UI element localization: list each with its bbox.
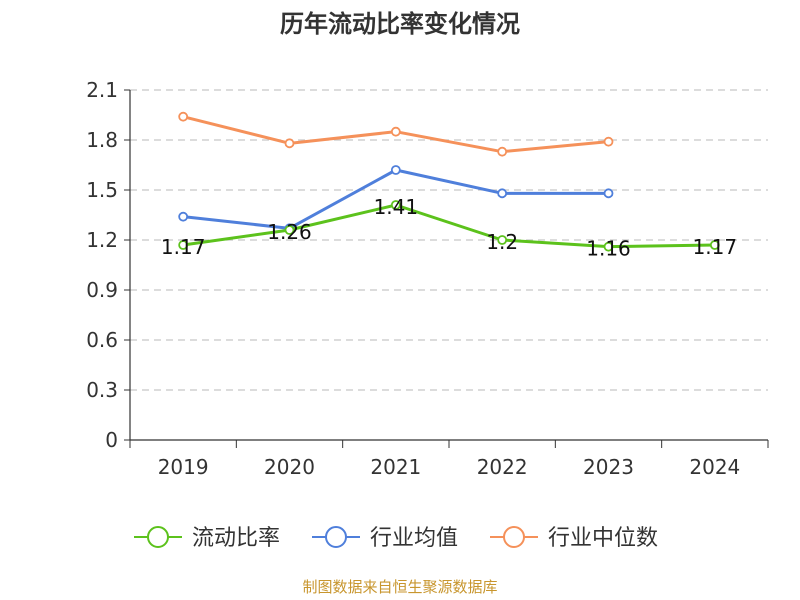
legend-marker-icon [147,526,169,548]
data-label: 1.16 [586,237,631,261]
series-point-0 [603,241,614,252]
series-point-0 [497,235,508,245]
series-point-1 [603,188,614,199]
series-point-2 [390,126,401,137]
y-tick-label: 0.6 [86,328,118,352]
x-tick-label: 2022 [477,455,528,479]
series-point-0 [178,240,189,250]
series-point-2 [178,111,189,122]
data-label: 1.2 [486,230,518,254]
legend-marker-icon [325,526,347,548]
legend-item-2[interactable]: 行业中位数 [490,526,658,551]
chart-title: 历年流动比率变化情况 [280,10,520,38]
x-axis: 2019 2020 2021 2022 2023 2024 [129,439,769,479]
legend[interactable]: 流动比率 行业均值 行业中位数 [134,526,658,551]
y-tick-label: 1.2 [86,228,118,252]
series-point-2 [497,146,508,157]
y-tick-label: 1.5 [86,178,118,202]
x-tick-label: 2019 [158,455,209,479]
y-tick-label: 2.1 [86,78,118,102]
legend-label: 流动比率 [192,526,280,551]
legend-label: 行业均值 [370,526,458,551]
data-label: 1.17 [161,235,206,259]
data-label: 1.17 [693,235,738,259]
series-point-0 [284,225,295,235]
series-line-0 [182,203,715,249]
data-label: 1.26 [267,220,312,244]
legend-marker-icon [503,526,525,548]
x-tick-label: 2024 [689,455,740,479]
y-axis: 0 0.3 0.6 0.9 1.2 1.5 1.8 2.1 [86,78,131,452]
series-point-1 [497,188,508,199]
legend-label: 行业中位数 [548,526,658,551]
y-tick-label: 1.8 [86,128,118,152]
series-point-1 [390,165,401,175]
series-point-2 [284,138,295,149]
legend-item-0[interactable]: 流动比率 [134,526,280,551]
legend-item-1[interactable]: 行业均值 [312,526,458,551]
data-labels: 1.17 1.26 1.41 1.2 1.16 1.17 [161,195,737,261]
series-point-0 [709,240,720,250]
series-point-2 [603,136,614,147]
x-tick-label: 2023 [583,455,634,479]
y-tick-label: 0.3 [86,378,118,402]
x-tick-label: 2020 [264,455,315,479]
series-point-1 [178,211,189,222]
series-point-0 [390,200,401,210]
source-note: 制图数据来自恒生聚源数据库 [302,578,497,596]
y-tick-label: 0 [105,428,118,452]
y-tick-label: 0.9 [86,278,118,302]
x-tick-label: 2021 [370,455,421,479]
grid [130,89,768,391]
series-group [178,111,720,252]
data-label: 1.41 [374,195,419,219]
